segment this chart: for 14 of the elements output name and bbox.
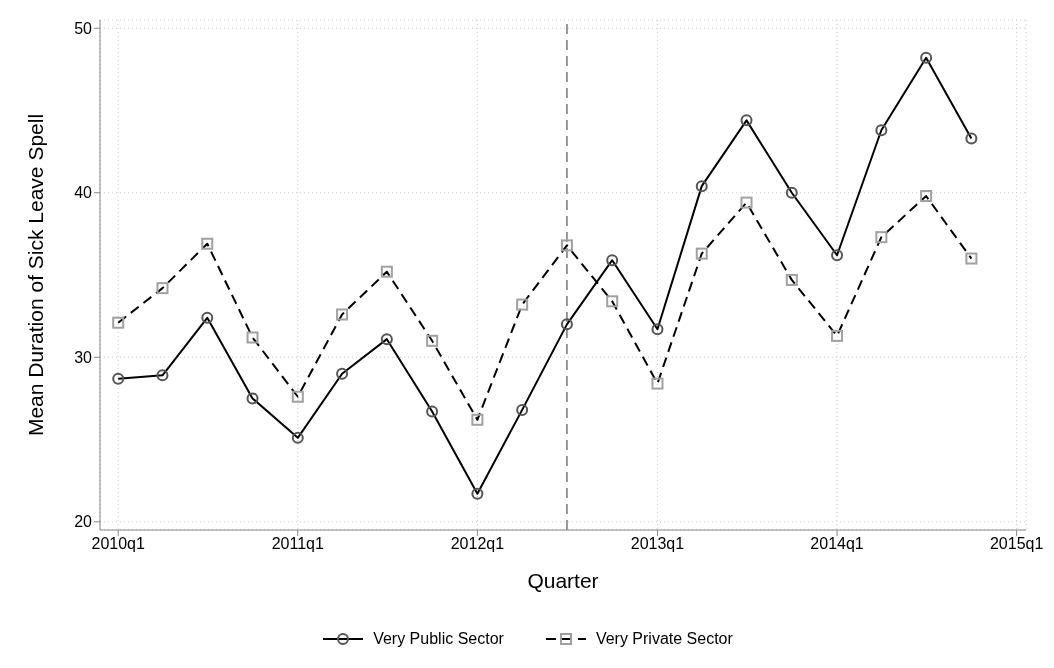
y-tick-label: 20 [74, 513, 93, 531]
legend-label: Very Private Sector [595, 630, 733, 648]
x-tick-label: 2015q1 [989, 535, 1044, 553]
x-tick-label: 2012q1 [450, 535, 505, 553]
x-tick-label: 2010q1 [91, 535, 145, 553]
y-tick-label: 50 [74, 19, 93, 37]
y-tick-label: 40 [74, 184, 93, 202]
y-axis-title: Mean Duration of Sick Leave Spell [24, 113, 48, 437]
x-tick-label: 2014q1 [810, 535, 864, 553]
y-tick-label: 30 [74, 348, 93, 366]
x-tick-label: 2011q1 [271, 535, 324, 553]
legend-label: Very Public Sector [373, 630, 504, 648]
x-axis-title: Quarter [527, 569, 599, 592]
x-tick-label: 2013q1 [630, 535, 685, 553]
